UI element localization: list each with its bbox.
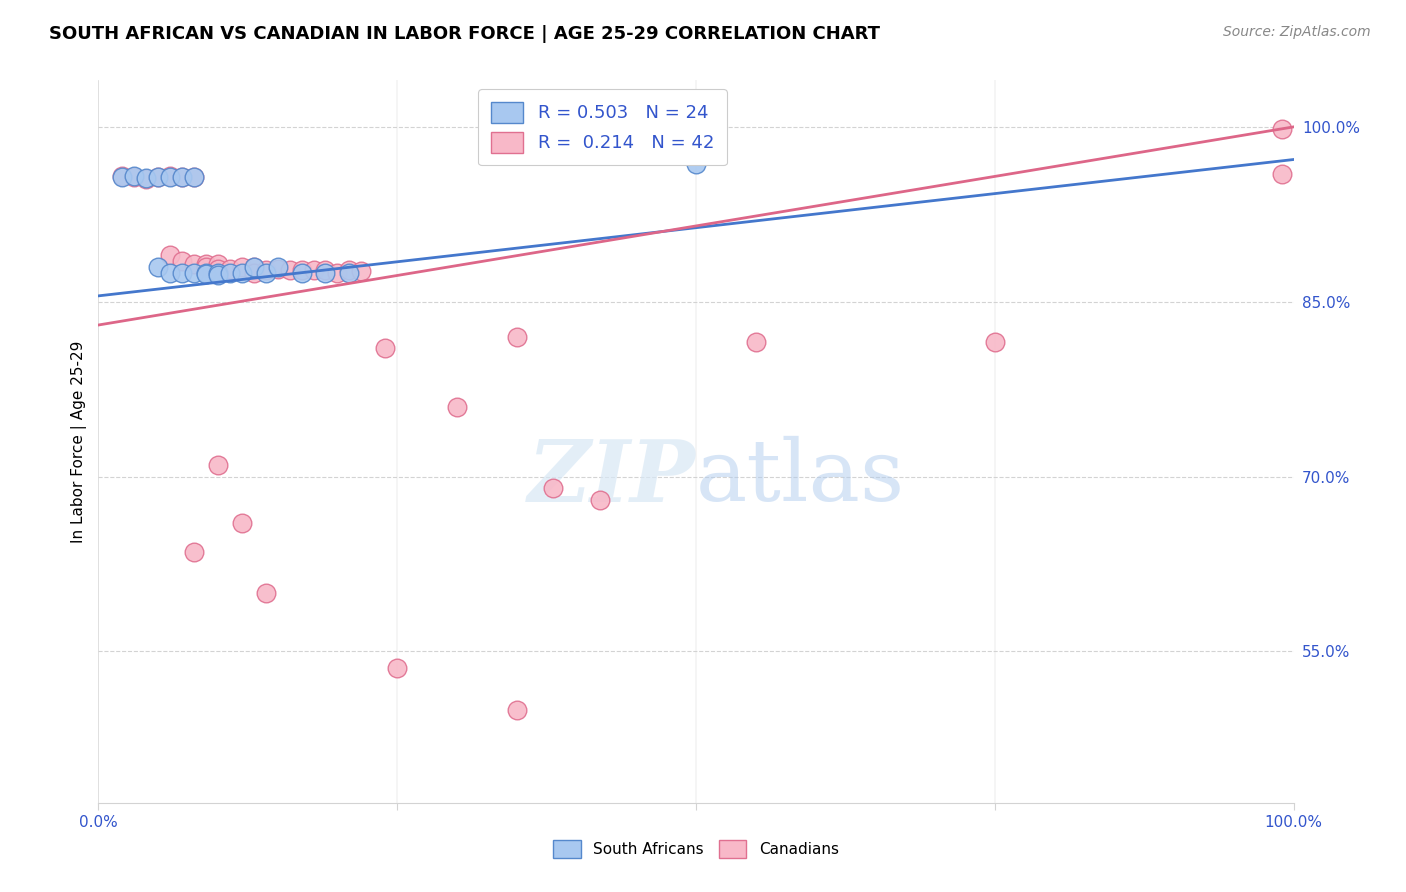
Point [291, 263, 314, 277]
Text: SOUTH AFRICAN VS CANADIAN IN LABOR FORCE | AGE 25-29 CORRELATION CHART: SOUTH AFRICAN VS CANADIAN IN LABOR FORCE… [49, 25, 880, 43]
Point [302, 263, 325, 277]
Point [685, 157, 707, 171]
Point [148, 169, 170, 184]
Point [111, 169, 134, 183]
Point [267, 260, 290, 274]
Point [315, 263, 337, 277]
Point [589, 492, 612, 507]
Point [339, 266, 361, 280]
Point [207, 458, 229, 472]
Point [135, 171, 157, 186]
Point [267, 262, 290, 277]
Point [172, 254, 194, 268]
Point [219, 266, 242, 280]
Point [339, 263, 361, 277]
Point [254, 586, 277, 600]
Point [243, 260, 266, 274]
Point [231, 266, 253, 280]
Point [172, 266, 194, 280]
Point [219, 262, 242, 277]
Point [195, 266, 218, 280]
Point [278, 263, 301, 277]
Point [231, 260, 253, 274]
Point [291, 266, 314, 280]
Point [111, 169, 134, 184]
Point [159, 248, 181, 262]
Text: ZIP: ZIP [529, 436, 696, 519]
Point [1271, 167, 1294, 181]
Y-axis label: In Labor Force | Age 25-29: In Labor Force | Age 25-29 [72, 341, 87, 542]
Text: atlas: atlas [696, 436, 905, 519]
Point [172, 169, 194, 184]
Point [159, 266, 181, 280]
Point [446, 400, 468, 414]
Point [207, 262, 229, 277]
Point [207, 268, 229, 282]
Point [159, 169, 181, 184]
Point [506, 702, 529, 716]
Point [745, 335, 768, 350]
Legend: South Africans, Canadians: South Africans, Canadians [547, 834, 845, 863]
Point [207, 266, 229, 280]
Point [183, 169, 205, 184]
Point [172, 169, 194, 184]
Point [243, 266, 266, 280]
Point [254, 263, 277, 277]
Point [148, 169, 170, 184]
Point [195, 267, 218, 281]
Point [124, 169, 146, 183]
Point [183, 257, 205, 271]
Point [1271, 122, 1294, 136]
Point [148, 260, 170, 274]
Point [350, 264, 373, 278]
Point [183, 545, 205, 559]
Point [254, 266, 277, 280]
Point [315, 266, 337, 280]
Point [541, 481, 564, 495]
Point [984, 335, 1007, 350]
Point [135, 172, 157, 186]
Point [374, 341, 396, 355]
Point [385, 660, 409, 674]
Point [231, 516, 253, 530]
Point [124, 169, 146, 184]
Point [183, 169, 205, 184]
Point [183, 266, 205, 280]
Point [243, 260, 266, 274]
Point [195, 257, 218, 271]
Point [506, 329, 529, 343]
Text: Source: ZipAtlas.com: Source: ZipAtlas.com [1223, 25, 1371, 39]
Point [326, 266, 349, 280]
Point [207, 257, 229, 271]
Point [159, 169, 181, 183]
Point [195, 260, 218, 274]
